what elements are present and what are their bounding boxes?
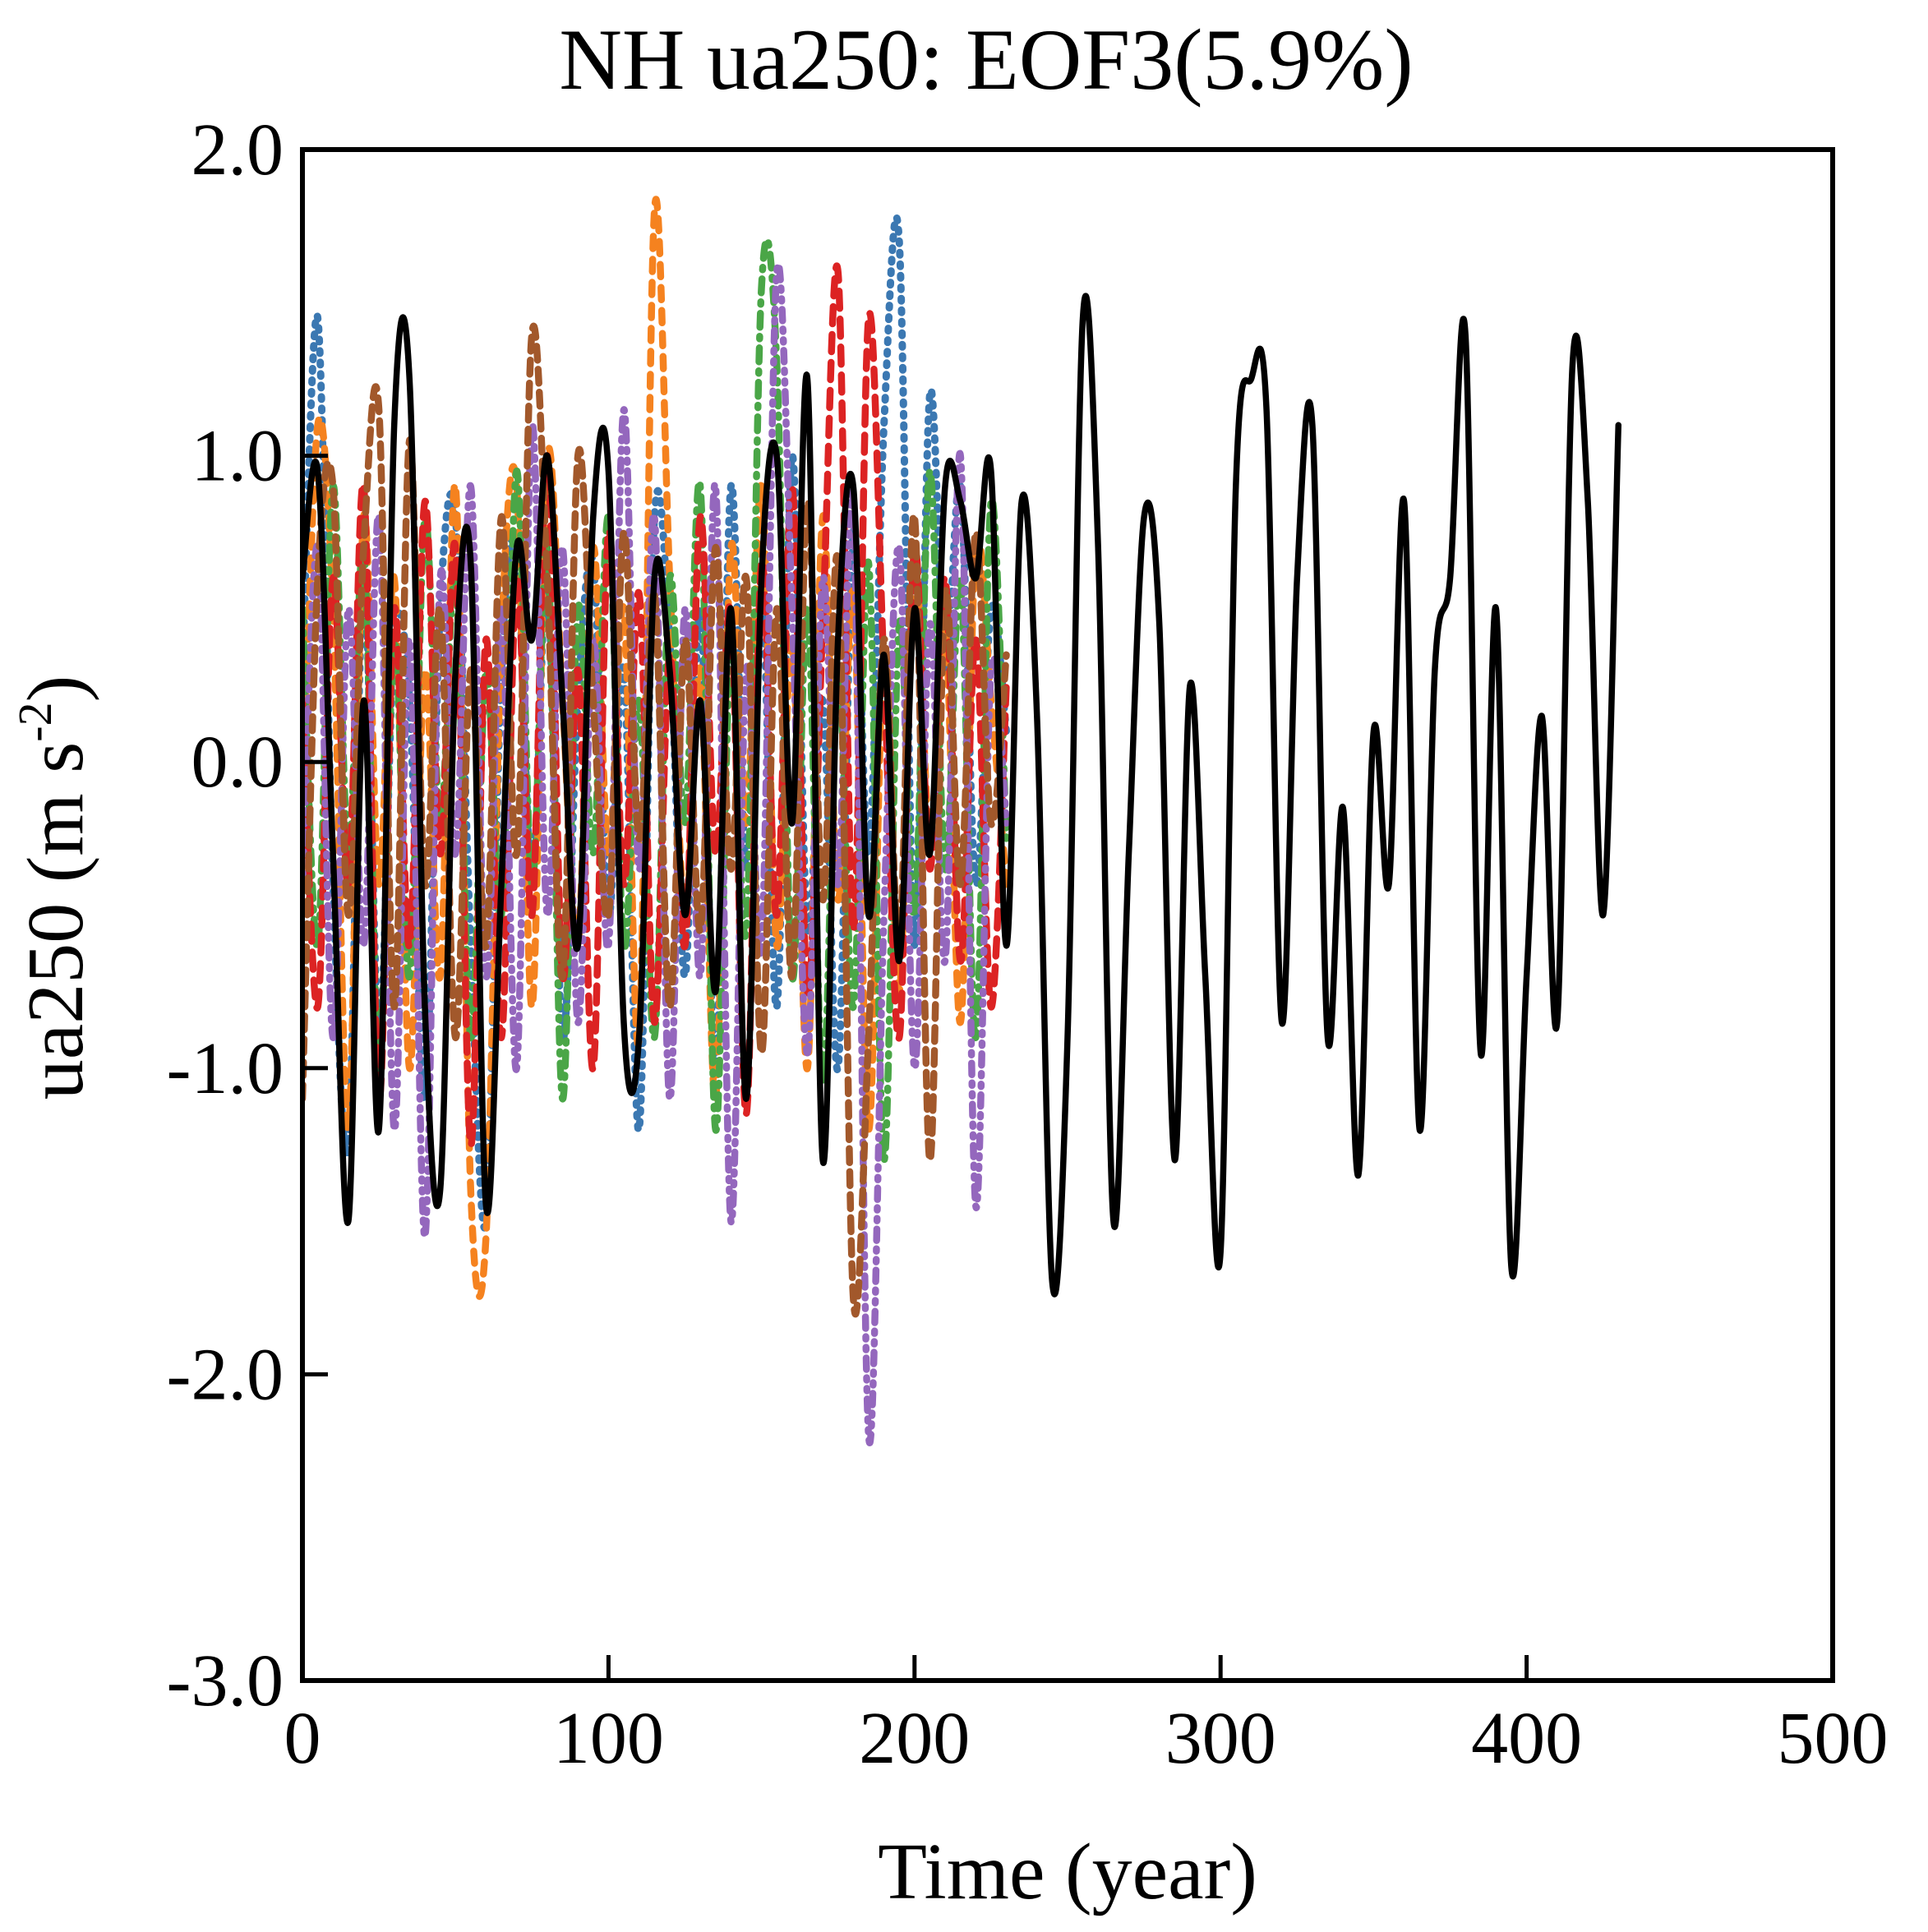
y-axis-label: ua250 (m s-2) [8,676,100,1100]
y-tick-label: -1.0 [167,1028,284,1109]
x-tick-label: 200 [859,1698,970,1779]
y-tick-label: 0.0 [191,722,284,803]
x-tick-label: 0 [284,1698,321,1779]
series-line-black-solid [302,293,1622,1298]
y-tick-label: -2.0 [167,1334,284,1415]
y-tick-label: 2.0 [191,109,284,191]
x-tick-label: 500 [1778,1698,1889,1779]
x-axis-label: Time (year) [878,1828,1257,1916]
x-tick-label: 100 [553,1698,664,1779]
y-axis-label-superscript: -2 [8,702,62,741]
chart-title: NH ua250: EOF3(5.9%) [559,12,1413,108]
plot-frame [300,147,1835,1683]
x-tick-label: 400 [1471,1698,1582,1779]
y-tick-label: 1.0 [191,416,284,497]
y-tick-marks [302,147,328,1683]
y-tick-label: -3.0 [167,1640,284,1722]
y-axis-label-close: ) [12,676,100,703]
x-tick-marks [300,1655,1835,1681]
x-tick-label: 300 [1165,1698,1276,1779]
series-lines [302,196,1622,1446]
y-axis-label-main: ua250 (m s [12,742,100,1100]
